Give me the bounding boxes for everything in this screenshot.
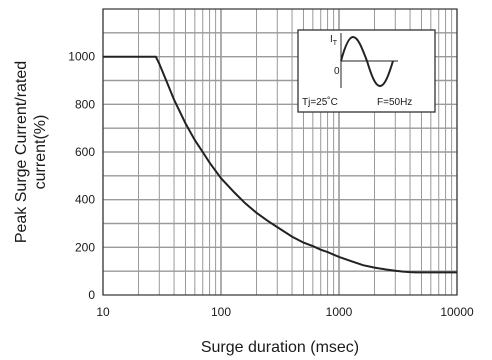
y-tick-label: 200	[75, 240, 95, 254]
y-axis-label-line1: Peak Surge Current/rated	[13, 61, 30, 243]
x-tick-label: 1000	[326, 305, 353, 319]
x-axis-label: Surge duration (msec)	[201, 339, 359, 356]
y-axis-label: Peak Surge Current/rated current(%)	[13, 61, 49, 243]
waveform-inset: IT 0 Tj=25˚C F=50Hz	[297, 29, 436, 113]
x-tick-label: 10	[96, 305, 110, 319]
y-tick-label: 400	[75, 193, 95, 207]
inset-box	[297, 29, 436, 113]
inset-frequency-label: F=50Hz	[377, 97, 412, 108]
y-tick-label: 0	[88, 288, 95, 302]
surge-curve	[103, 55, 457, 274]
x-tick-labels: 10 100 1000 10000	[96, 305, 474, 319]
plot-frame	[102, 8, 458, 296]
y-tick-label: 1000	[68, 50, 95, 64]
sine-wave	[340, 35, 394, 88]
y-tick-labels: 0 200 400 600 800 1000	[68, 50, 95, 302]
y-tick-label: 600	[75, 145, 95, 159]
x-tick-label: 100	[211, 305, 231, 319]
x-tick-label: 10000	[440, 305, 474, 319]
inset-temperature-label: Tj=25˚C	[302, 96, 338, 108]
y-tick-label: 800	[75, 97, 95, 111]
inset-current-symbol: IT	[330, 34, 338, 47]
y-axis-label-line2: current(%)	[32, 115, 49, 190]
inset-zero-label: 0	[334, 66, 340, 77]
